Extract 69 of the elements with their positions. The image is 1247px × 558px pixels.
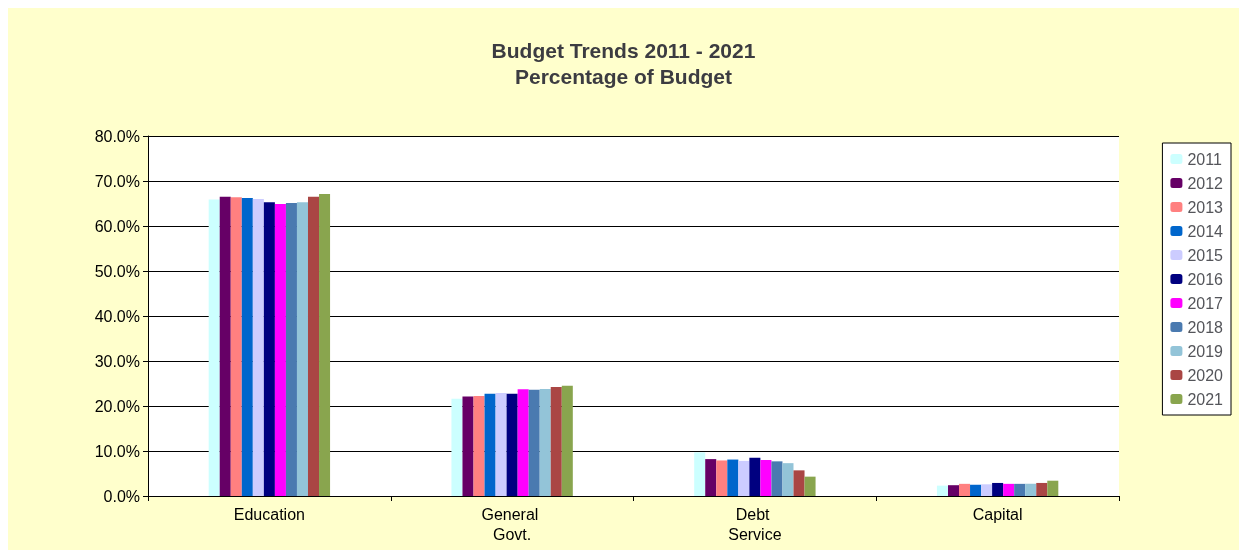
bar [804, 476, 816, 496]
bar [771, 461, 783, 496]
bar [738, 460, 750, 496]
bar [263, 202, 275, 496]
bar [760, 460, 772, 496]
bar [782, 463, 794, 496]
legend-label: 2019 [1187, 342, 1224, 360]
y-tick-label: 40.0% [94, 307, 140, 325]
bar [694, 452, 706, 496]
legend-label: 2018 [1187, 318, 1224, 336]
bar [495, 392, 507, 496]
legend-label: 2020 [1187, 366, 1224, 384]
bar [981, 484, 993, 496]
y-tick-label: 50.0% [94, 262, 140, 280]
bar [936, 485, 948, 496]
bar [1025, 483, 1037, 496]
bar [274, 203, 286, 496]
y-tick-label: 70.0% [94, 172, 140, 190]
legend-label: 2021 [1187, 390, 1224, 408]
bar [1036, 482, 1048, 496]
bar [473, 396, 485, 496]
bar [484, 393, 496, 496]
bar [727, 459, 739, 496]
bar [319, 194, 331, 496]
bar [561, 385, 573, 496]
bar [539, 388, 551, 496]
y-tick-label: 10.0% [94, 442, 140, 460]
bar [716, 460, 728, 496]
bar [793, 470, 805, 496]
y-tick-label: 60.0% [94, 217, 140, 235]
bar [517, 389, 529, 496]
bar [208, 199, 220, 496]
bar [285, 203, 297, 496]
y-tick-label: 0.0% [103, 487, 140, 505]
bar [992, 482, 1004, 496]
bar [451, 398, 463, 496]
bar [970, 484, 982, 496]
bar [947, 485, 960, 496]
bar [550, 387, 562, 496]
bar [462, 396, 474, 496]
bar [959, 483, 971, 496]
bar [219, 196, 231, 496]
bar [1014, 483, 1026, 496]
bar [241, 198, 253, 496]
bar [528, 389, 540, 496]
legend-label: 2012 [1187, 174, 1224, 192]
bar [296, 202, 308, 496]
chart-title: Budget Trends 2011 - 2021 Percentage of Budget [491, 38, 756, 88]
y-tick-label: 30.0% [94, 352, 140, 370]
legend-label: 2017 [1187, 294, 1224, 312]
x-tick-label: Debt Service [728, 505, 782, 543]
bar [506, 393, 518, 496]
bar [307, 196, 320, 496]
legend-label: 2014 [1187, 222, 1224, 240]
legend-label: 2016 [1187, 270, 1224, 288]
bar [1047, 480, 1059, 496]
y-tick-label: 20.0% [94, 397, 140, 415]
legend-label: 2015 [1187, 246, 1224, 264]
x-tick-label: Capital [972, 505, 1023, 523]
y-tick-label: 80.0% [94, 127, 140, 145]
x-tick-label: General Govt. [481, 505, 543, 543]
bar [1003, 483, 1015, 496]
bar [230, 197, 242, 496]
bar [705, 459, 717, 496]
legend-label: 2011 [1187, 150, 1222, 168]
bar [252, 199, 264, 496]
x-tick-label: Education [233, 505, 305, 523]
bar [749, 457, 761, 496]
legend-label: 2013 [1187, 198, 1224, 216]
